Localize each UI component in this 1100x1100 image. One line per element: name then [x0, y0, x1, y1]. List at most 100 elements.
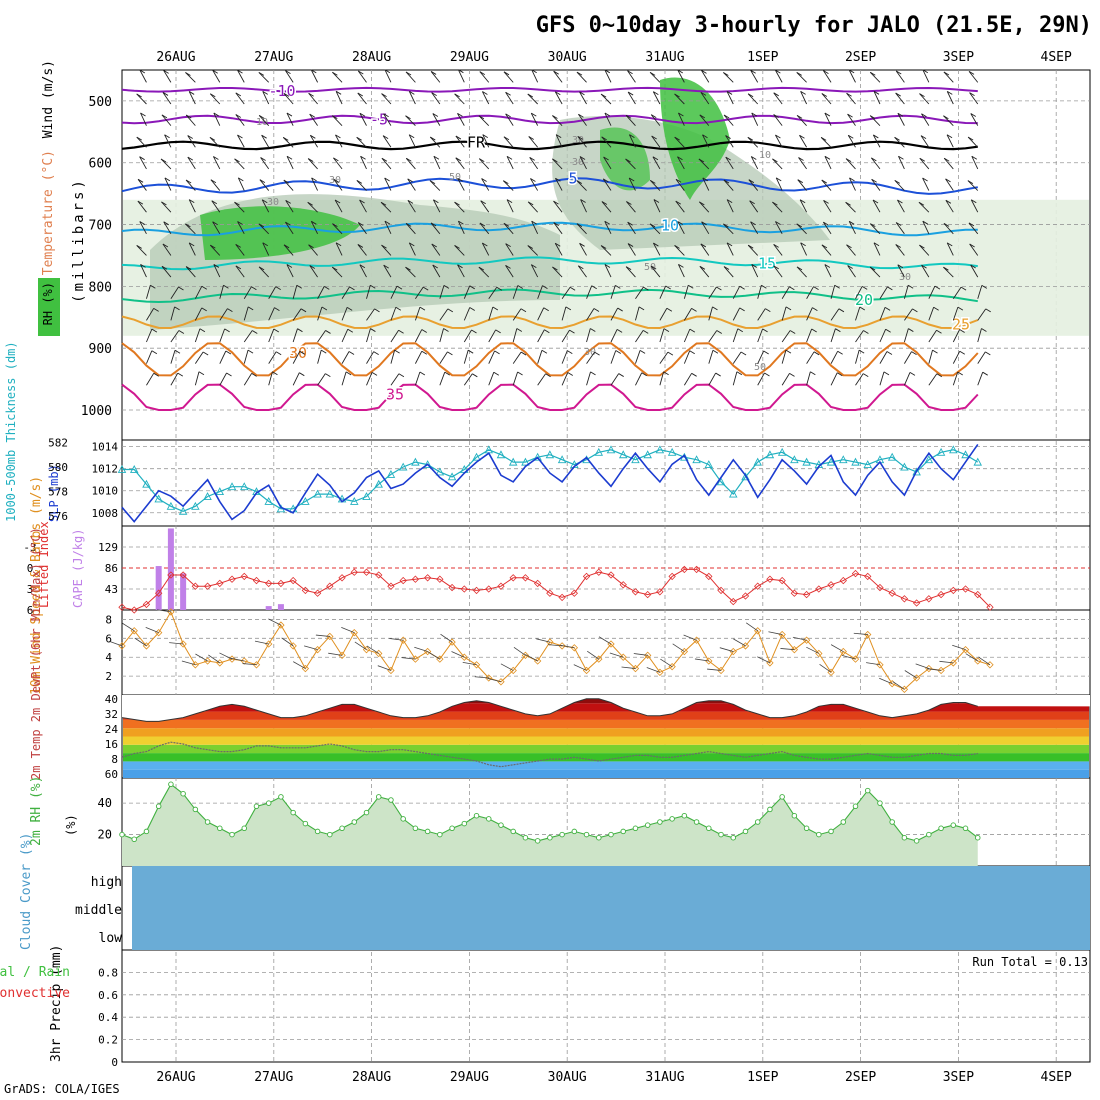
wind-barb — [830, 372, 838, 386]
wind-barb-flag — [283, 244, 290, 249]
wind-barb-flag — [604, 112, 611, 117]
wind-barb-flag — [370, 284, 376, 289]
wind-barb-flag — [370, 328, 376, 332]
wind-barb-flag — [625, 114, 632, 119]
wind-barb — [292, 328, 298, 343]
wind-barb-flag — [625, 266, 632, 271]
wind-barb-flag — [471, 329, 477, 334]
wind-barb-flag — [725, 135, 731, 139]
wind-barb-flag — [936, 329, 942, 334]
wind-barb-flag — [296, 284, 303, 289]
wind-barb — [970, 264, 979, 278]
wind-barb — [848, 221, 856, 235]
wind-barb-flag — [433, 155, 440, 160]
wind-barb — [649, 180, 661, 191]
wind-barb — [773, 92, 783, 105]
wind-barb-flag — [813, 351, 820, 356]
wind-barb — [317, 286, 325, 299]
wind-barb — [210, 179, 221, 191]
thickness-point — [472, 452, 481, 461]
wind-barb — [652, 91, 661, 105]
wind-barb — [977, 351, 986, 364]
lifted-index-point — [912, 599, 921, 607]
wind-barb-flag — [812, 307, 818, 311]
wind-barb — [708, 306, 713, 321]
wind-barb-flag — [824, 112, 831, 117]
wind-barb-flag — [409, 90, 415, 95]
wind-barb-flag — [873, 90, 880, 95]
wind-barb-flag — [174, 306, 180, 311]
wind-barb — [457, 69, 465, 83]
wind-barb — [146, 350, 153, 364]
wind-barb-flag — [641, 372, 647, 377]
wind10m-barb — [707, 668, 722, 671]
wind-barb-flag — [700, 243, 707, 248]
wind-barb — [188, 242, 196, 256]
wind-barb — [405, 71, 416, 83]
wind-barb — [872, 199, 881, 213]
wind-barb — [943, 115, 954, 126]
time-label-top: 29AUG — [450, 50, 489, 65]
wind-barb-flag — [273, 328, 280, 333]
rh2m-point — [620, 828, 626, 835]
isotherm-line — [121, 177, 978, 195]
thickness-point — [325, 489, 335, 498]
temp2m-tick: 24 — [105, 723, 119, 736]
rh2m-point — [473, 812, 480, 819]
precip-tick: 0 — [111, 1056, 118, 1069]
isotherm-line — [121, 86, 978, 93]
wind-barb-flag — [334, 199, 341, 204]
wind-barb — [977, 285, 983, 299]
wind10m-barb — [841, 655, 856, 660]
wind-barb — [576, 223, 587, 235]
wind-barb-flag — [821, 244, 828, 249]
wind-barb-flag — [227, 308, 233, 313]
wind-barb-flag — [213, 112, 220, 117]
wind-barb-flag — [884, 306, 891, 311]
isotherm-label: 35 — [386, 385, 404, 403]
legend-rh-swatch — [38, 278, 60, 336]
wind-barb-flag — [496, 286, 502, 291]
wind10m-barb — [293, 661, 306, 669]
wind-barb-flag — [848, 134, 854, 139]
wind-barb — [897, 199, 905, 213]
wind10m-barb — [254, 640, 269, 645]
wind-barb-flag — [555, 134, 562, 138]
wind-barb — [334, 199, 343, 213]
wind-barb — [505, 243, 514, 256]
wind-barb-flag — [907, 284, 914, 289]
wind-barb-flag — [749, 200, 755, 205]
wind-barb — [429, 180, 441, 191]
wind-barb — [796, 223, 807, 235]
wind10m-point — [925, 664, 933, 673]
wind10m-barb — [830, 644, 844, 652]
wind-barb-flag — [797, 179, 803, 184]
wind-barb-flag — [897, 112, 904, 117]
temp2m-band — [123, 728, 1089, 737]
wind-barb-flag — [776, 177, 782, 182]
wind-barb — [414, 371, 421, 386]
wind-barb-flag — [835, 328, 841, 333]
wind-barb — [653, 242, 661, 256]
wind-barb-flag — [285, 221, 291, 226]
wind-barb-flag — [823, 70, 829, 74]
time-label-bottom: 1SEP — [747, 1070, 778, 1085]
wind-barb-flag — [162, 92, 169, 96]
wind-barb — [848, 69, 856, 83]
wind-barb — [922, 177, 930, 191]
precip-tick: 0.2 — [98, 1034, 118, 1047]
wind-barb-flag — [478, 115, 485, 120]
wind-barb — [463, 307, 471, 321]
wind-barb — [604, 69, 612, 83]
wind-barb-flag — [643, 286, 649, 291]
wind-barb — [405, 115, 416, 126]
wind-barb-flag — [576, 223, 583, 228]
thickness-point — [765, 450, 775, 459]
wind-barb-flag — [751, 156, 757, 160]
rh-contour-label: 30 — [899, 272, 911, 283]
thickness-point — [374, 479, 383, 488]
wind-barb — [625, 266, 636, 278]
lifted-index-point — [252, 576, 261, 585]
wind-barb-flag — [847, 113, 853, 118]
lifted-index-point — [277, 579, 285, 588]
